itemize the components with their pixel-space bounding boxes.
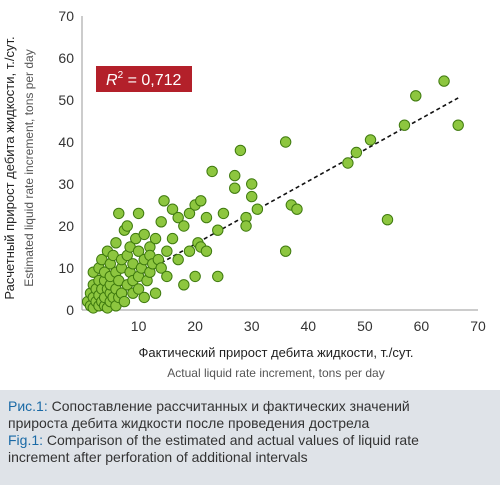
x-tick-label: 20	[187, 318, 203, 334]
data-point	[229, 169, 241, 182]
data-point	[178, 220, 190, 232]
data-point	[246, 190, 258, 203]
data-point	[132, 283, 145, 295]
caption-en-line1: Fig.1: Comparison of the estimated and a…	[8, 432, 494, 449]
data-point	[350, 146, 363, 159]
data-point	[161, 270, 173, 283]
y-tick-label: 50	[58, 92, 74, 108]
data-point	[189, 270, 201, 283]
caption-en-line2: increment after perforation of additiona…	[8, 449, 308, 465]
r2-box	[96, 66, 192, 92]
data-point	[234, 144, 247, 157]
data-point	[166, 203, 179, 215]
x-tick-labels: 10 20 30 40 50 60 70	[131, 318, 486, 334]
data-point	[217, 207, 230, 220]
scatter-chart: Расчетный прирост дебита жидкости, т./су…	[2, 8, 486, 380]
data-point	[381, 214, 394, 226]
data-point	[121, 220, 133, 232]
data-point	[118, 295, 131, 308]
caption-ru-text1: Сопоставление рассчитанных и фактических…	[47, 398, 410, 414]
caption-en-text1: Comparison of the estimated and actual v…	[43, 432, 419, 448]
x-tick-label: 50	[357, 318, 373, 334]
data-point	[279, 245, 292, 257]
x-axis-label-ru: Фактический прирост дебита жидкости, т./…	[139, 345, 414, 360]
r2-label-prefix: R	[106, 72, 118, 89]
y-tick-label: 20	[58, 218, 74, 234]
data-point	[246, 178, 258, 190]
data-point	[155, 216, 167, 228]
data-point	[206, 165, 218, 178]
data-point	[138, 228, 150, 241]
caption-en-label: Fig.1:	[8, 432, 44, 448]
data-point	[364, 134, 377, 146]
data-point	[342, 157, 354, 169]
data-point	[172, 253, 184, 266]
caption-ru-line1: Рис.1: Сопоставление рассчитанных и факт…	[8, 398, 494, 415]
r2-label-value: = 0,712	[123, 72, 181, 89]
data-point	[149, 232, 162, 245]
data-point	[158, 195, 170, 207]
caption-ru-line2: прироста дебита жидкости после проведени…	[8, 415, 370, 431]
data-point	[149, 287, 162, 299]
data-point	[183, 245, 196, 257]
data-point	[132, 245, 145, 257]
y-tick-label: 10	[58, 260, 74, 276]
x-tick-label: 10	[131, 318, 147, 334]
y-tick-label: 70	[58, 8, 74, 24]
data-point	[113, 207, 125, 220]
data-point	[110, 237, 122, 249]
data-point	[398, 119, 411, 131]
data-point	[138, 291, 150, 304]
data-point	[291, 203, 303, 215]
data-point	[212, 224, 224, 236]
x-tick-label: 70	[470, 318, 486, 334]
data-point	[438, 75, 450, 87]
y-tick-labels: 0 10 20 30 40 50 60 70	[58, 8, 74, 318]
x-tick-label: 60	[414, 318, 430, 334]
data-point	[212, 270, 224, 283]
data-point	[155, 262, 167, 274]
y-tick-label: 0	[66, 302, 74, 318]
data-point	[183, 207, 196, 220]
data-point	[172, 211, 184, 224]
y-axis-label-ru: Расчетный прирост дебита жидкости, т./су…	[2, 36, 17, 299]
y-tick-label: 30	[58, 176, 74, 192]
data-point	[178, 279, 190, 291]
y-axis-label-en: Estimated liquid rate increment, tons pe…	[22, 49, 36, 286]
x-tick-label: 40	[300, 318, 316, 334]
data-point	[452, 119, 464, 131]
data-point	[240, 220, 252, 232]
x-tick-label: 30	[244, 318, 260, 334]
x-axis-label-en: Actual liquid rate increment, tons per d…	[167, 366, 384, 380]
data-point	[200, 211, 213, 224]
data-points	[81, 75, 464, 314]
figure-caption: Рис.1: Сопоставление рассчитанных и факт…	[0, 390, 500, 485]
r2-label-sup: 2	[118, 70, 124, 81]
data-point	[132, 207, 145, 220]
data-point	[166, 232, 179, 245]
data-point	[195, 195, 207, 207]
data-point	[229, 182, 241, 194]
y-tick-label: 40	[58, 134, 74, 150]
y-tick-label: 60	[58, 50, 74, 66]
data-point	[251, 203, 264, 215]
r2-label: R2 = 0,712	[106, 70, 182, 89]
data-point	[161, 245, 173, 257]
data-point	[200, 245, 213, 257]
data-point	[410, 90, 422, 102]
data-point	[279, 136, 292, 148]
caption-ru-label: Рис.1:	[8, 398, 48, 414]
